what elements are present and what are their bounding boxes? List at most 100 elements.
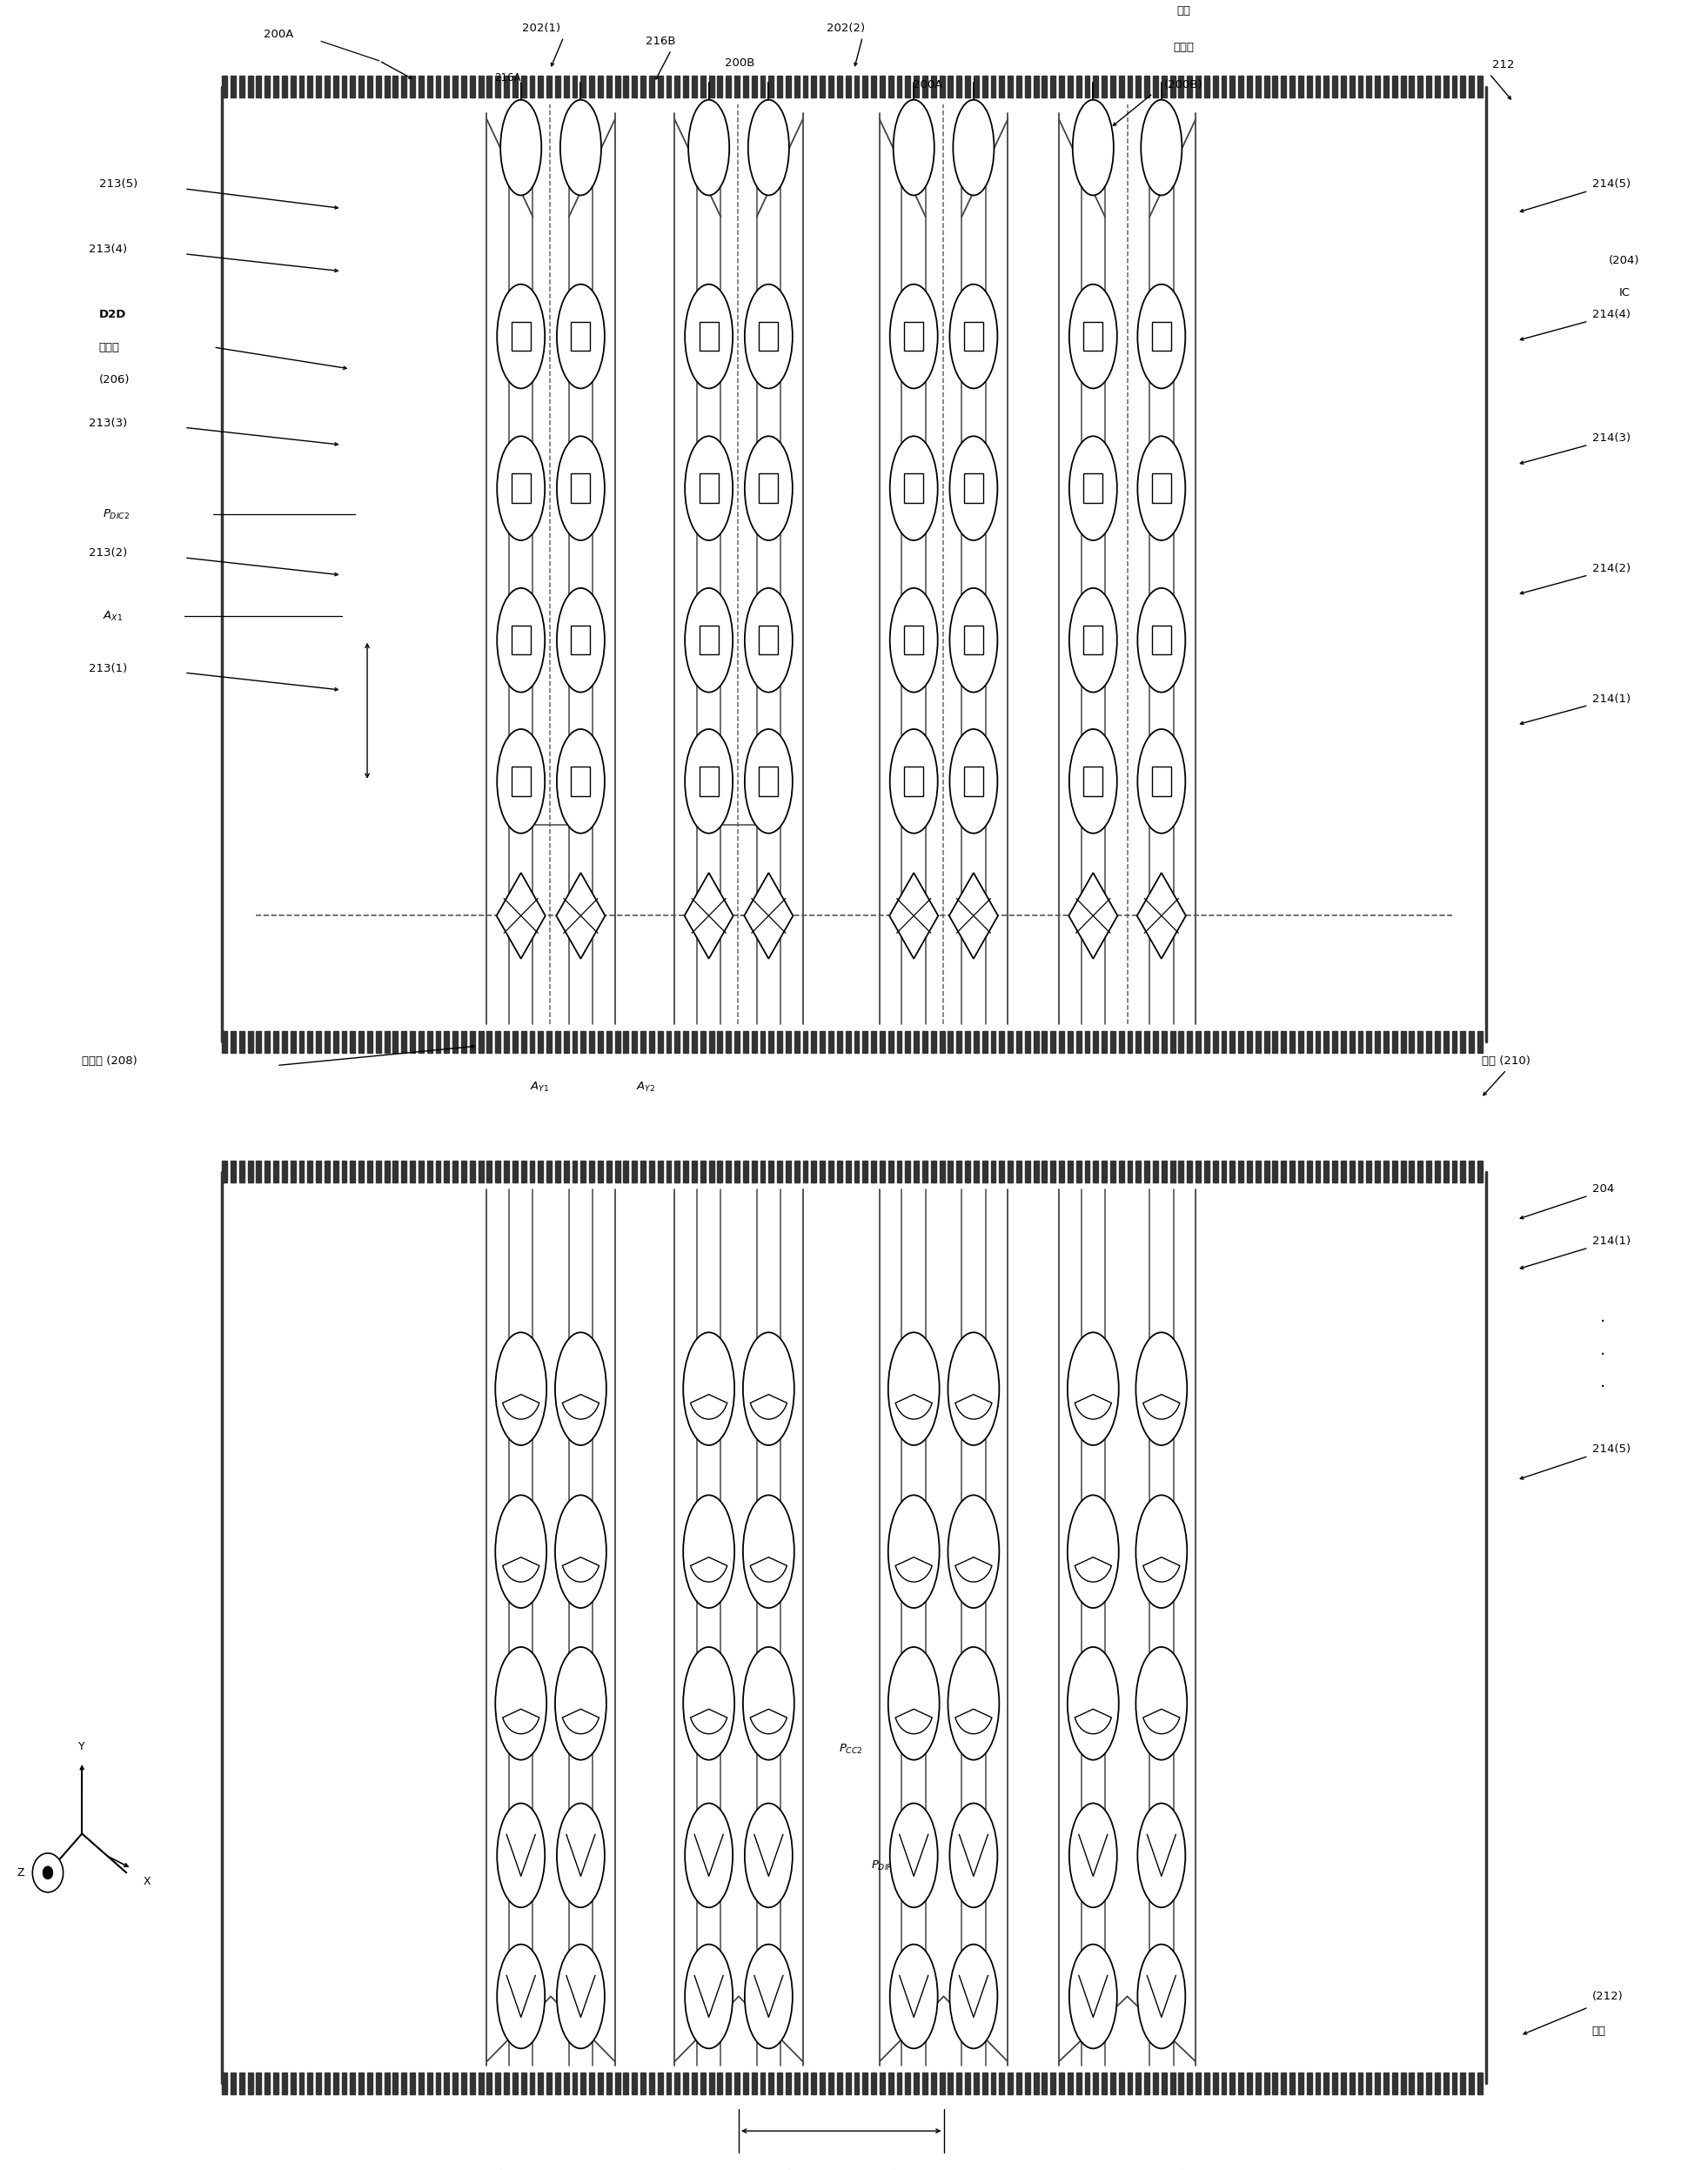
Polygon shape [444, 1161, 449, 1183]
Polygon shape [333, 76, 338, 98]
Polygon shape [1144, 1161, 1149, 1183]
Polygon shape [1069, 872, 1117, 959]
Polygon shape [359, 76, 364, 98]
Polygon shape [745, 872, 793, 959]
Polygon shape [965, 76, 970, 98]
Polygon shape [1469, 1031, 1474, 1052]
Ellipse shape [557, 436, 605, 540]
Polygon shape [828, 76, 834, 98]
Polygon shape [734, 1031, 740, 1052]
Bar [758, 473, 779, 503]
Polygon shape [572, 1031, 577, 1052]
Polygon shape [316, 1161, 321, 1183]
Polygon shape [897, 76, 902, 98]
Text: Z: Z [17, 1866, 24, 1879]
Polygon shape [598, 1161, 603, 1183]
Ellipse shape [1136, 1647, 1187, 1760]
Polygon shape [589, 1031, 594, 1052]
Polygon shape [820, 1031, 825, 1052]
Polygon shape [547, 1031, 552, 1052]
Ellipse shape [948, 1647, 999, 1760]
Polygon shape [734, 76, 740, 98]
Ellipse shape [685, 1944, 733, 2048]
Polygon shape [1025, 2072, 1030, 2094]
Polygon shape [1358, 2072, 1363, 2094]
Polygon shape [760, 1031, 765, 1052]
Polygon shape [418, 1161, 424, 1183]
Polygon shape [914, 1031, 919, 1052]
Bar [1151, 625, 1172, 655]
Polygon shape [717, 1161, 722, 1183]
Polygon shape [700, 2072, 705, 2094]
Polygon shape [1196, 1031, 1201, 1052]
Polygon shape [444, 1031, 449, 1052]
Polygon shape [1138, 872, 1185, 959]
Polygon shape [1349, 2072, 1354, 2094]
Polygon shape [557, 872, 605, 959]
Polygon shape [950, 872, 997, 959]
Polygon shape [1170, 2072, 1175, 2094]
Polygon shape [564, 2072, 569, 2094]
Polygon shape [239, 1031, 244, 1052]
Polygon shape [589, 2072, 594, 2094]
Polygon shape [1204, 1161, 1209, 1183]
Polygon shape [939, 1031, 945, 1052]
Polygon shape [1281, 76, 1286, 98]
Polygon shape [948, 76, 953, 98]
Polygon shape [1230, 2072, 1235, 2094]
Polygon shape [1085, 1031, 1090, 1052]
Polygon shape [581, 1031, 586, 1052]
Polygon shape [1401, 2072, 1406, 2094]
Ellipse shape [495, 1495, 547, 1608]
Polygon shape [632, 1161, 637, 1183]
Polygon shape [1110, 1161, 1115, 1183]
Polygon shape [905, 76, 910, 98]
Polygon shape [709, 2072, 714, 2094]
Polygon shape [495, 76, 500, 98]
Polygon shape [1418, 1161, 1423, 1183]
Polygon shape [777, 1161, 782, 1183]
Polygon shape [845, 1161, 851, 1183]
Polygon shape [974, 76, 979, 98]
Polygon shape [529, 2072, 535, 2094]
Polygon shape [393, 76, 398, 98]
Polygon shape [1460, 2072, 1465, 2094]
Polygon shape [350, 1161, 355, 1183]
Polygon shape [282, 76, 287, 98]
Text: 214(2): 214(2) [1592, 562, 1629, 575]
Polygon shape [1161, 76, 1167, 98]
Polygon shape [999, 2072, 1004, 2094]
Polygon shape [572, 76, 577, 98]
Polygon shape [956, 1031, 962, 1052]
Polygon shape [1179, 1161, 1184, 1183]
Polygon shape [512, 76, 518, 98]
Ellipse shape [557, 1944, 605, 2048]
Polygon shape [222, 76, 227, 98]
Text: 214(5): 214(5) [1592, 1443, 1629, 1456]
Polygon shape [325, 1161, 330, 1183]
Polygon shape [1102, 1031, 1107, 1052]
Polygon shape [1230, 1161, 1235, 1183]
Text: 214(1): 214(1) [1592, 1235, 1629, 1248]
Polygon shape [1221, 1161, 1226, 1183]
Polygon shape [854, 76, 859, 98]
Polygon shape [991, 1031, 996, 1052]
Polygon shape [1076, 2072, 1081, 2094]
Polygon shape [623, 76, 629, 98]
Polygon shape [564, 1031, 569, 1052]
Polygon shape [1085, 1161, 1090, 1183]
Polygon shape [401, 76, 407, 98]
Polygon shape [1050, 2072, 1056, 2094]
Polygon shape [1221, 76, 1226, 98]
Ellipse shape [1138, 436, 1185, 540]
Polygon shape [794, 1161, 799, 1183]
Text: 213(3): 213(3) [89, 417, 128, 430]
Polygon shape [538, 1031, 543, 1052]
Text: X: X [143, 1875, 150, 1888]
Ellipse shape [890, 729, 938, 833]
Polygon shape [863, 2072, 868, 2094]
Polygon shape [632, 76, 637, 98]
Polygon shape [1426, 1161, 1431, 1183]
Polygon shape [939, 2072, 945, 2094]
Ellipse shape [748, 100, 789, 195]
